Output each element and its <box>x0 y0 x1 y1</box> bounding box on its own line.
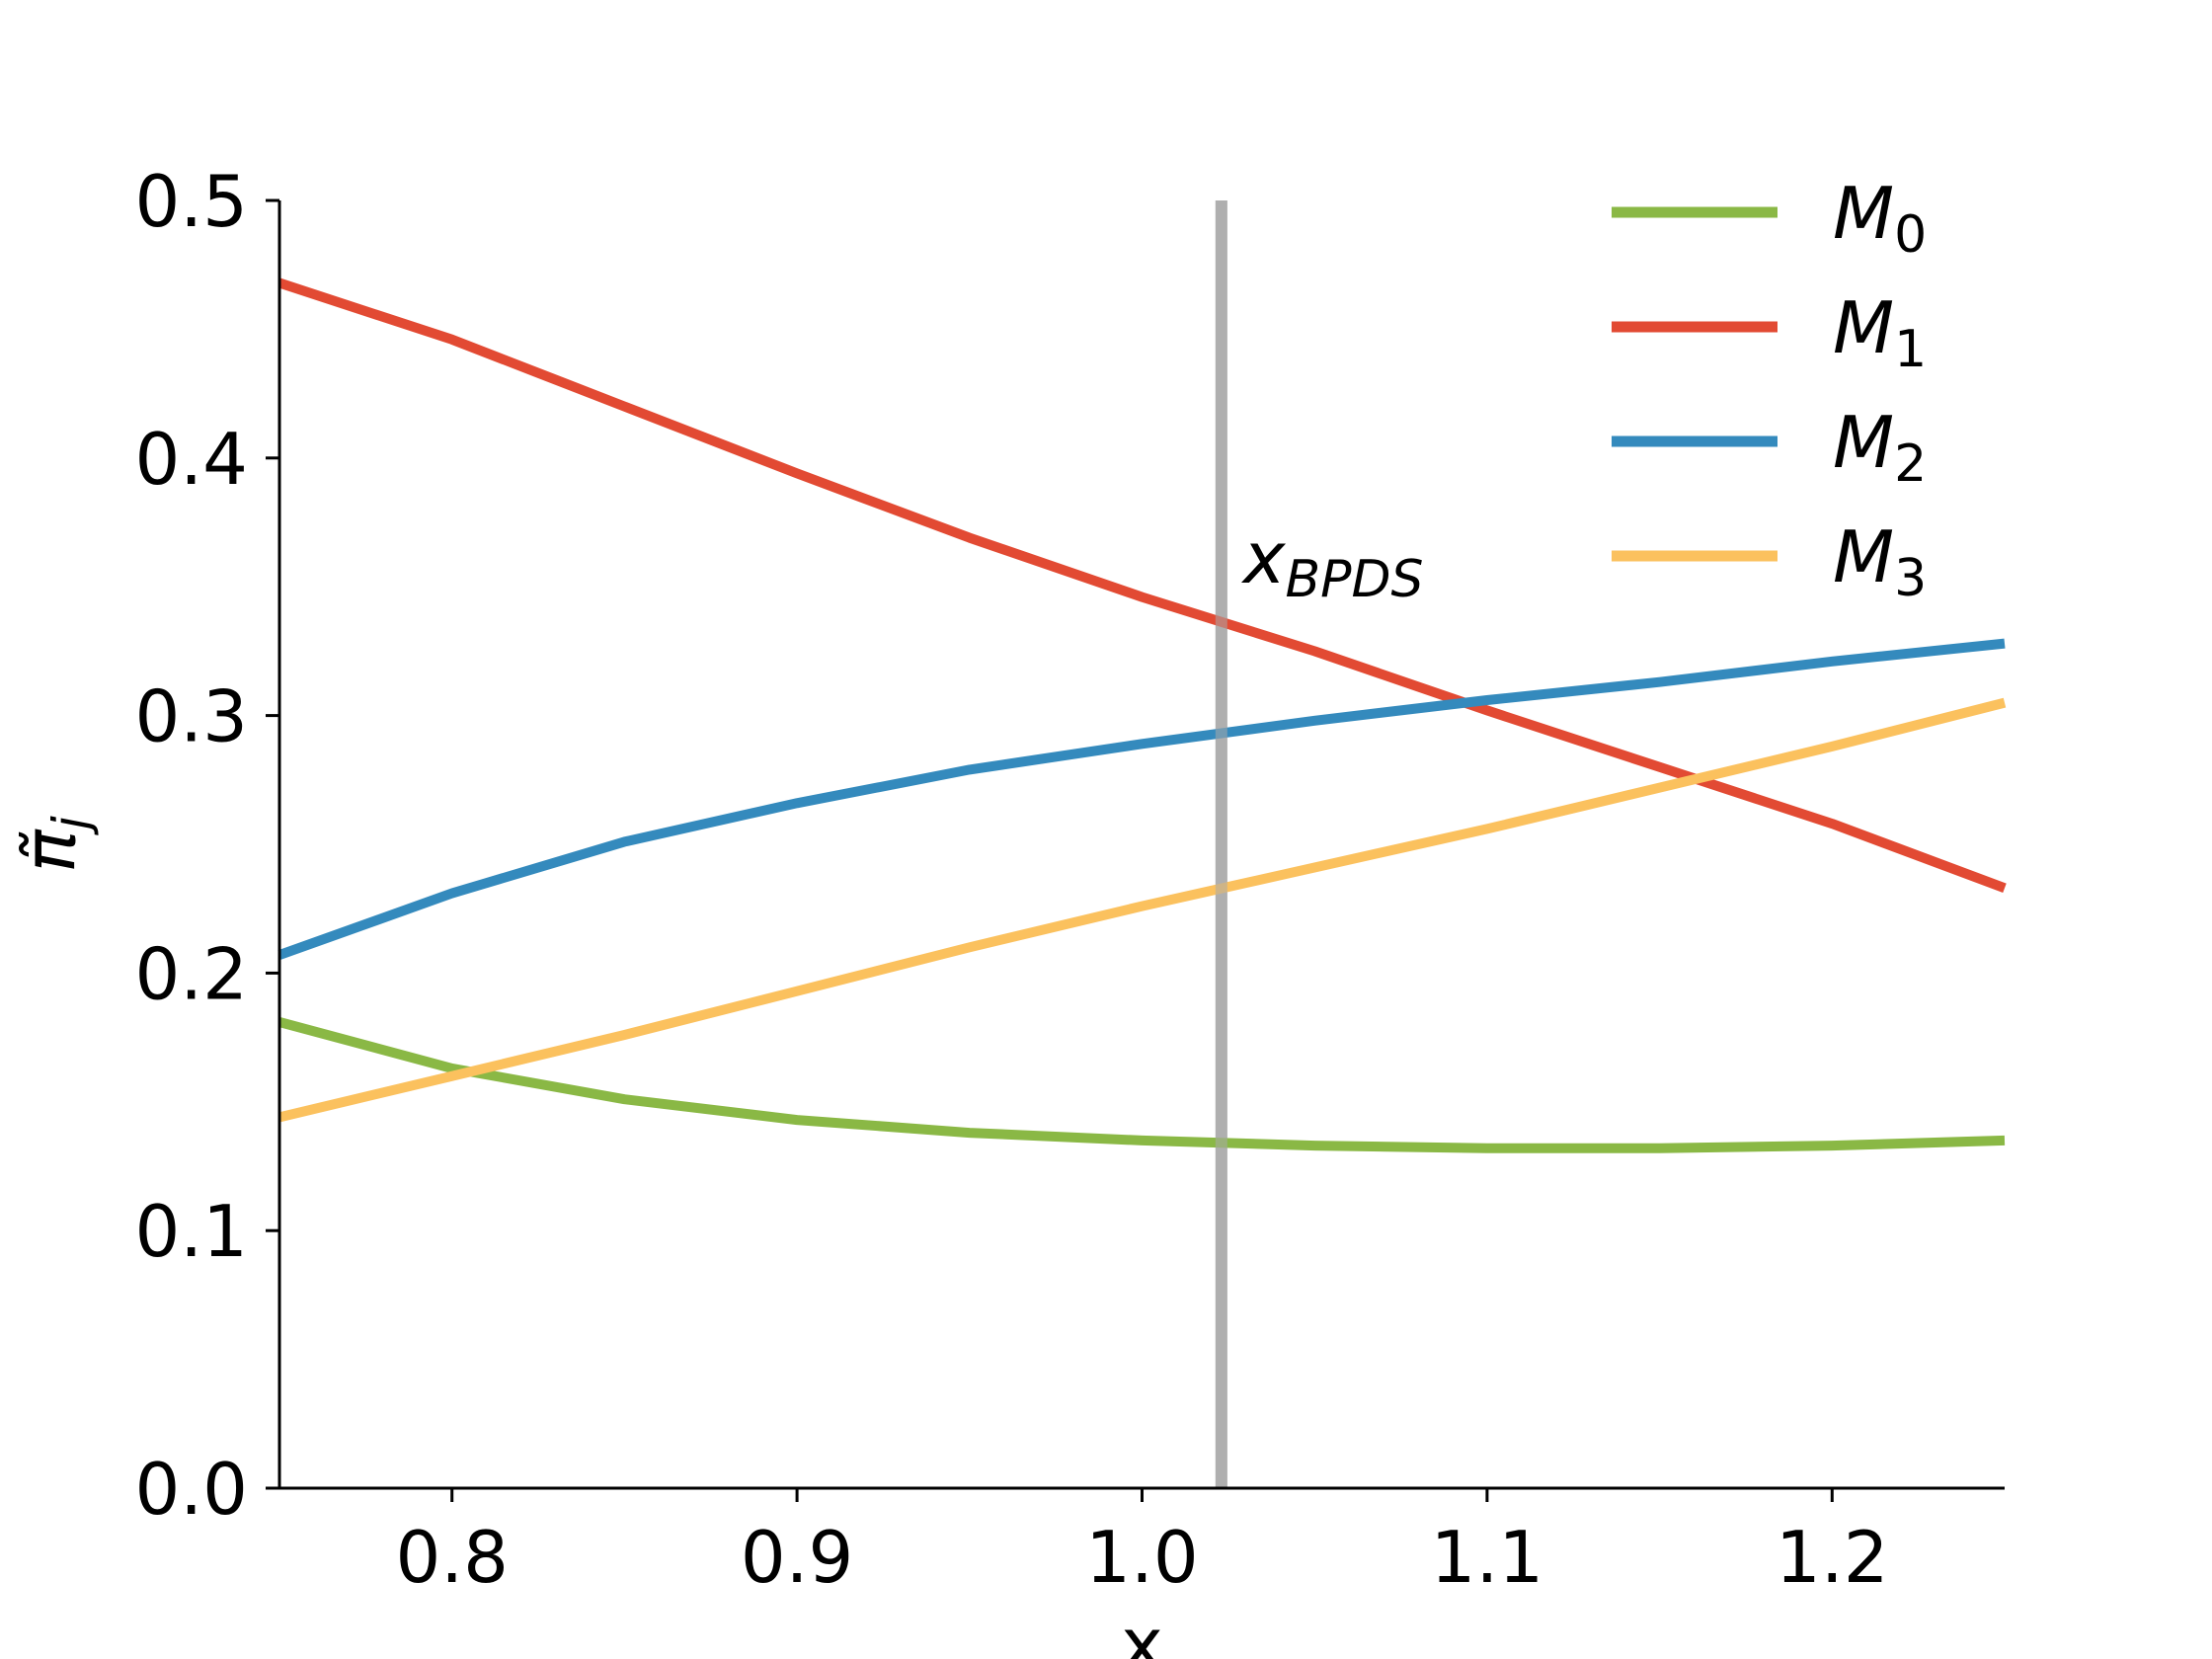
vline-annotation: xBPDS <box>1241 516 1424 609</box>
series-line-m0 <box>277 1017 2006 1153</box>
y-tick-label: 0.5 <box>134 160 248 243</box>
y-tick-label: 0.3 <box>134 675 248 758</box>
axes <box>277 200 2005 1490</box>
legend-label-m0: M0 <box>1833 172 1927 265</box>
x-axis-label: x <box>1121 1603 1163 1659</box>
plot-area <box>277 200 2007 1488</box>
vline-annotation-main: x <box>1241 516 1287 599</box>
x-tick-label: 1.2 <box>1776 1516 1889 1599</box>
series-line-m2 <box>277 638 2006 960</box>
vline-annotation-sub: BPDS <box>1285 550 1423 609</box>
y-tick-label: 0.0 <box>134 1448 248 1531</box>
x-tick-label: 0.9 <box>741 1516 854 1599</box>
legend: M0 M1 M2 M3 <box>1612 172 1927 608</box>
ticks: 0.8 0.9 1.0 1.1 1.2 0.0 0.1 0.2 0.3 0.4 0.5 <box>134 160 1888 1599</box>
y-tick-label: 0.2 <box>134 932 248 1015</box>
legend-label-m2: M2 <box>1833 401 1927 494</box>
y-tick-label: 0.4 <box>134 418 248 501</box>
y-axis-label-main: π̃ <box>8 829 91 873</box>
x-tick-label: 1.0 <box>1085 1516 1199 1599</box>
x-tick-label: 1.1 <box>1431 1516 1544 1599</box>
legend-label-m1: M1 <box>1833 286 1927 379</box>
x-tick-label: 0.8 <box>395 1516 509 1599</box>
series-line-m3 <box>277 697 2007 1123</box>
y-axis-label: π̃j <box>8 816 100 872</box>
series-line-m1 <box>277 277 2007 893</box>
y-tick-label: 0.1 <box>134 1190 248 1273</box>
legend-label-m3: M3 <box>1833 515 1927 608</box>
